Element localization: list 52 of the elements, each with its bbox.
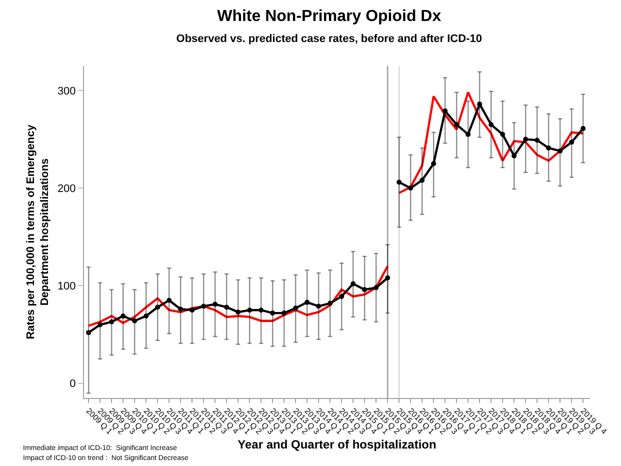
point [109,319,114,324]
point [120,313,126,318]
point [408,186,414,191]
point [328,300,333,306]
point [374,285,379,290]
point [155,304,160,310]
point [454,122,460,128]
point [258,308,264,313]
point [339,294,344,299]
point [270,310,276,316]
point [500,132,506,137]
point [350,281,356,286]
y-axis-title: Rates per 100,000 in terms of Emergency Department hospitalizations [24,124,52,340]
y-tick-label: 0 [70,378,76,390]
chart-subtitle: Observed vs. predicted case rates, before and after ICD-10 [176,32,482,45]
point [86,330,92,336]
point [190,308,195,313]
point [316,304,322,309]
point [442,108,448,114]
point [293,306,298,311]
point [523,136,528,142]
point [201,304,206,309]
point [212,302,218,307]
point [466,132,471,137]
point [534,138,540,143]
point [178,306,184,312]
point [580,126,586,131]
point [431,161,436,166]
y-tick-label: 200 [57,182,76,195]
point [488,122,494,128]
line-series [88,265,389,327]
point [166,298,172,303]
point [420,178,425,183]
point [247,308,252,313]
point [144,313,149,318]
point [282,310,287,316]
point [362,287,368,292]
point [236,310,241,315]
y-tick-label: 300 [57,85,76,98]
point [224,304,230,310]
point [558,148,563,154]
x-axis-title: Year and Quarter of hospitalization [238,437,436,452]
point [396,180,402,185]
point [132,318,138,324]
point [304,300,310,305]
point [569,140,574,145]
point [546,146,552,151]
point [98,322,103,328]
point [512,153,517,158]
point [385,275,390,280]
chart-title: White Non-Primary Opioid Dx [217,8,442,25]
y-tick-label: 100 [57,280,76,293]
